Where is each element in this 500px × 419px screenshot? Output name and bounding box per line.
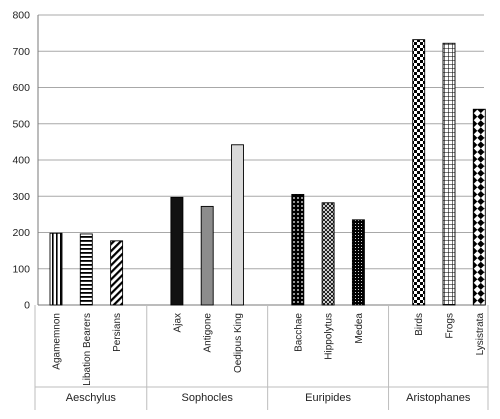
- bar: [79, 233, 93, 306]
- bar: [49, 232, 63, 306]
- y-tick-label: 200: [12, 227, 30, 239]
- y-tick-label: 100: [12, 263, 30, 275]
- category-label: Persians: [112, 313, 123, 352]
- category-labels: Agamemnon Libation Bearers Persians Ajax Ant…: [52, 313, 486, 386]
- category-label: Lysistrata: [475, 313, 486, 356]
- y-tick-label: 800: [12, 10, 30, 22]
- y-axis-ticks: 0 100 200 300 400 500 600 700 800: [12, 10, 30, 312]
- bars: [49, 39, 486, 306]
- y-tick-label: 700: [12, 46, 30, 58]
- category-label: Libation Bearers: [82, 313, 93, 386]
- bar: [412, 39, 426, 306]
- category-label: Bacchae: [293, 313, 304, 352]
- y-tick-label: 500: [12, 118, 30, 130]
- category-label: Antigone: [203, 313, 214, 353]
- bar: [231, 144, 244, 306]
- y-tick-label: 600: [12, 82, 30, 94]
- category-label: Frogs: [445, 313, 456, 339]
- bar: [351, 219, 365, 306]
- bar: [170, 196, 184, 306]
- bar: [291, 193, 305, 306]
- group-label: Euripides: [305, 392, 351, 404]
- bar: [472, 108, 486, 306]
- category-label: Birds: [414, 313, 425, 336]
- y-tick-label: 300: [12, 191, 30, 203]
- group-labels: Aeschylus Sophocles Euripides Aristophanes: [34, 305, 489, 410]
- group-label: Aeschylus: [66, 392, 117, 404]
- category-label: Ajax: [172, 313, 183, 332]
- bar: [110, 240, 124, 306]
- category-label: Medea: [354, 313, 365, 344]
- category-label: Oedipus King: [233, 313, 244, 373]
- y-tick-label: 400: [12, 155, 30, 167]
- category-label: Agamemnon: [52, 313, 63, 370]
- y-tick-label: 0: [24, 300, 30, 312]
- bar: [442, 42, 456, 306]
- bar: [200, 205, 214, 306]
- bar: [321, 202, 335, 306]
- group-label: Sophocles: [182, 392, 234, 404]
- category-label: Hippolytus: [324, 313, 335, 360]
- group-label: Aristophanes: [406, 392, 471, 404]
